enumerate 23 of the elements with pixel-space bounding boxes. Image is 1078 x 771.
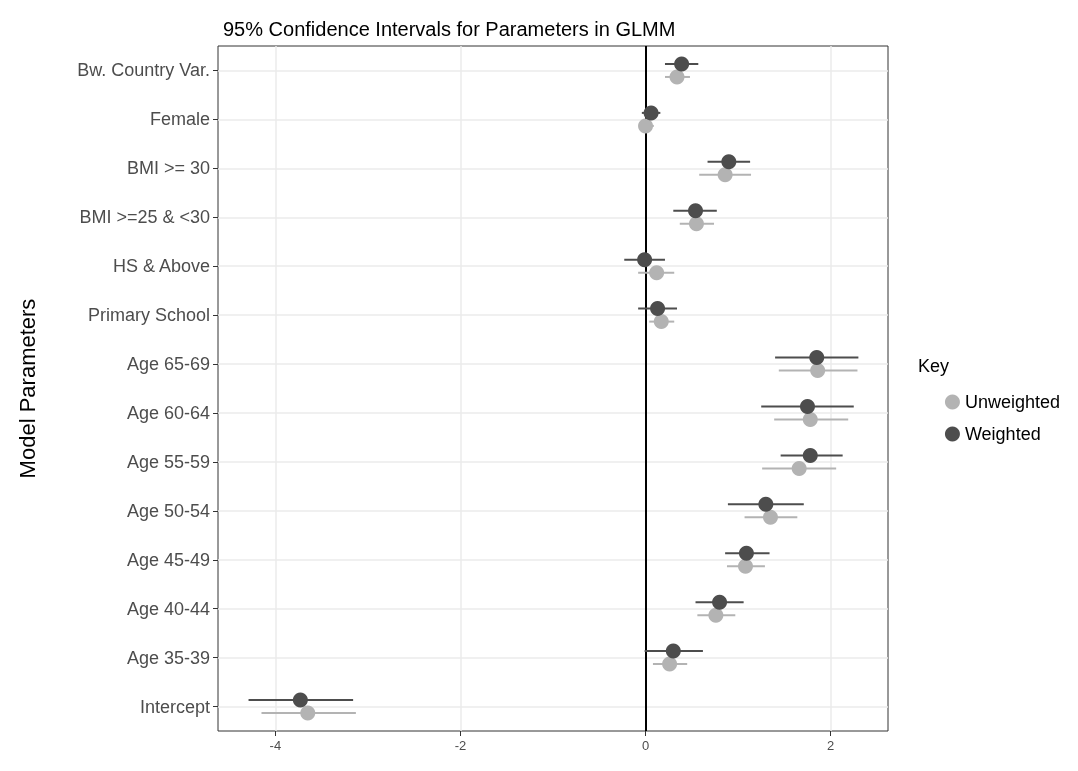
y-tick-label: Age 45-49 <box>126 549 210 570</box>
y-tick-label: Female <box>149 109 210 130</box>
y-tick-label: Age 60-64 <box>126 402 210 423</box>
y-tick-label: Primary School <box>87 305 210 326</box>
legend-title: Key <box>918 356 950 376</box>
y-tick-label: Age 35-39 <box>126 647 210 668</box>
legend-label: Unweighted <box>964 392 1060 412</box>
y-axis-title: Model Parameters <box>14 298 40 479</box>
y-tick-label: Intercept <box>139 696 210 717</box>
y-tick-label: Bw. Country Var. <box>77 60 210 81</box>
x-tick-label: -4 <box>269 738 282 753</box>
y-tick-label: Age 40-44 <box>126 598 210 619</box>
x-tick-label: -2 <box>454 738 467 753</box>
x-tick-label: 2 <box>827 738 835 753</box>
y-tick-label: Age 50-54 <box>126 500 210 521</box>
chart-title: 95% Confidence Intervals for Parameters in GLMM <box>223 18 676 40</box>
y-tick-label: Age 65-69 <box>126 354 210 375</box>
x-tick-label: 0 <box>641 738 650 753</box>
legend-label: Weighted <box>964 424 1041 444</box>
y-tick-label: BMI >=25 & <30 <box>79 207 210 228</box>
y-tick-label: HS & Above <box>112 256 210 277</box>
y-tick-label: Age 55-59 <box>126 451 210 472</box>
y-tick-label: BMI >= 30 <box>126 158 210 179</box>
